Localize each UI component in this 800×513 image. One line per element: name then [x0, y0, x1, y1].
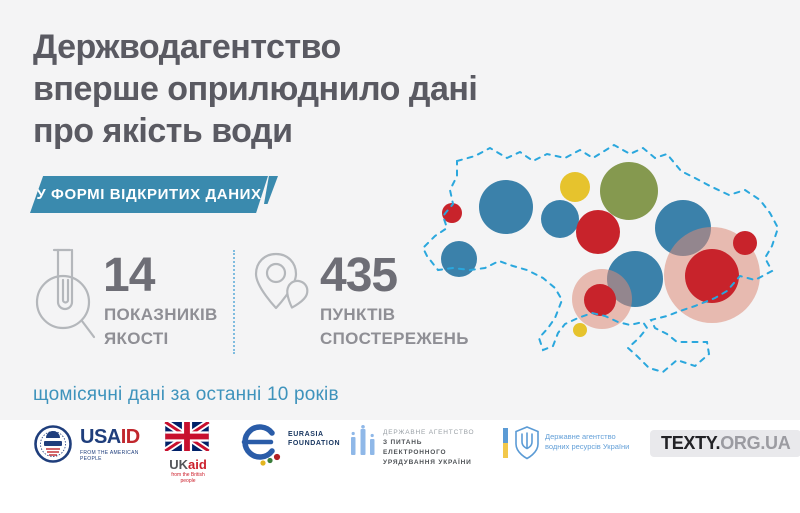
water-line-1: Державне агентство	[545, 432, 616, 441]
map-pin-icon	[254, 252, 309, 310]
ukraine-outline-path	[421, 143, 780, 374]
stat-points-value: 435	[320, 249, 398, 302]
trident-shield-icon	[515, 426, 539, 460]
texty-word-main: TEXTY.	[661, 433, 721, 453]
title-line-3: про якість води	[33, 112, 293, 150]
ukaid-logo: UKaid from the British people	[163, 419, 212, 484]
page-title: Держводагентство вперше оприлюднило дані…	[33, 26, 478, 152]
stat-points-label-line-2: СПОСТЕРЕЖЕНЬ	[320, 329, 469, 348]
stat-quality-label-line-1: ПОКАЗНИКІВ	[104, 305, 218, 324]
water-agency-logo: Державне агентство водних ресурсів Украї…	[503, 425, 643, 467]
ukaid-wordmark: UKaid	[164, 457, 212, 472]
bubble-blue	[441, 241, 477, 277]
water-line-2: водних ресурсів України	[545, 442, 630, 451]
ukraine-bubble-map	[415, 128, 800, 386]
eurasia-foundation-logo: EURASIA FOUNDATION	[238, 422, 348, 468]
open-data-banner: У ФОРМІ ВІДКРИТИХ ДАНИХ	[30, 176, 268, 213]
bubble-blue	[479, 180, 533, 234]
bubble-red	[442, 203, 462, 223]
title-line-2: вперше оприлюднило дані	[33, 70, 478, 108]
bubble-blue	[541, 200, 579, 238]
stat-quality-value: 14	[103, 249, 155, 302]
egov-wordmark: ДЕРЖАВНЕ АГЕНТСТВО З ПИТАНЬ ЕЛЕКТРОННОГО…	[383, 428, 483, 468]
bubble-yellow	[560, 172, 590, 202]
water-wordmark: Державне агентство водних ресурсів Украї…	[545, 432, 629, 452]
test-tube-magnifier-icon	[35, 248, 96, 339]
usaid-logo: USAID FROM THE AMERICAN PEOPLE	[33, 424, 153, 468]
egov-line-1: ДЕРЖАВНЕ АГЕНТСТВО	[383, 429, 475, 436]
stat-quality-label: ПОКАЗНИКІВ ЯКОСТІ	[104, 303, 218, 351]
title-line-1: Держводагентство	[33, 28, 341, 66]
usaid-seal-icon	[34, 425, 72, 463]
usaid-word-main: USA	[80, 426, 121, 448]
texty-logo: TEXTY.ORG.UA	[650, 430, 800, 457]
stat-points-label: ПУНКТІВ СПОСТЕРЕЖЕНЬ	[320, 303, 469, 351]
eurasia-wordmark: EURASIA FOUNDATION	[288, 430, 340, 448]
footer: USAID FROM THE AMERICAN PEOPLE UKaid fro…	[0, 419, 800, 513]
texty-word-accent: ORG.UA	[720, 433, 791, 453]
ukaid-word-main: UK	[169, 457, 188, 472]
egov-towers-icon	[351, 425, 375, 455]
bubble-red	[685, 249, 739, 303]
eurasia-line-1: EURASIA	[288, 431, 324, 438]
bubble-red	[584, 284, 616, 316]
usaid-tagline: FROM THE AMERICAN PEOPLE	[80, 450, 139, 462]
egov-line-2: З ПИТАНЬ ЕЛЕКТРОННОГО	[383, 439, 447, 456]
dotted-divider	[233, 250, 235, 354]
bubble-green	[600, 162, 658, 220]
ukraine-flag-stripe	[503, 428, 508, 458]
bubble-red	[733, 231, 757, 255]
egov-agency-logo: ДЕРЖАВНЕ АГЕНТСТВО З ПИТАНЬ ЕЛЕКТРОННОГО…	[348, 425, 483, 467]
eurasia-line-2: FOUNDATION	[288, 440, 341, 447]
uk-flag-icon	[163, 419, 211, 454]
usaid-wordmark: USAID	[80, 426, 140, 448]
banner-label: У ФОРМІ ВІДКРИТИХ ДАНИХ	[36, 186, 262, 203]
stat-quality-label-line-2: ЯКОСТІ	[104, 329, 169, 348]
bubble-yellow	[573, 323, 587, 337]
tagline: щомісячні дані за останні 10 років	[33, 384, 339, 405]
ukaid-word-accent: aid	[187, 457, 207, 472]
stat-points-label-line-1: ПУНКТІВ	[320, 305, 396, 324]
eurasia-e-icon	[241, 424, 281, 466]
usaid-word-accent: ID	[120, 426, 141, 448]
ukraine-map-svg	[421, 143, 780, 374]
egov-line-3: УРЯДУВАННЯ УКРАЇНИ	[383, 459, 472, 466]
bubble-red	[576, 210, 620, 254]
ukaid-tagline: from the British people	[171, 472, 205, 484]
